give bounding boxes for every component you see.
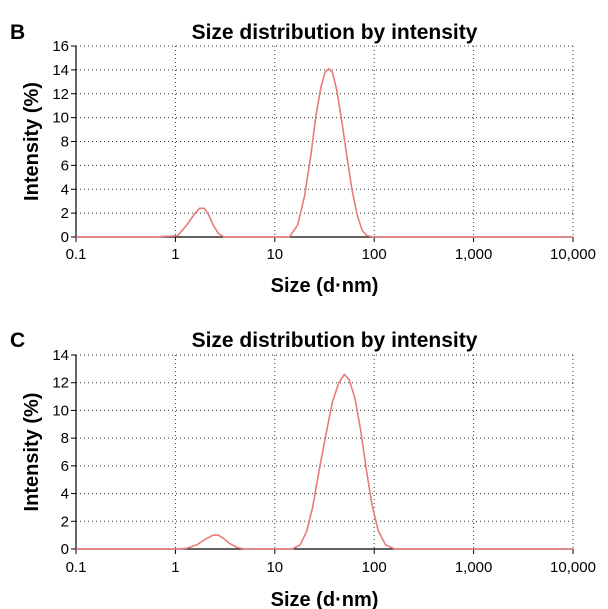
y-tick-label: 12 (52, 86, 69, 103)
y-tick-label: 14 (52, 347, 69, 364)
x-tick-label: 10 (266, 559, 283, 576)
x-tick-label: 10 (266, 246, 283, 263)
x-tick-label: 10,000 (550, 559, 596, 576)
series-line-0 (76, 373, 573, 550)
x-tick-label: 10,000 (550, 246, 596, 263)
y-tick-label: 6 (61, 458, 69, 475)
chart-title: Size distribution by intensity (192, 21, 478, 44)
y-tick-label: 16 (52, 38, 69, 55)
x-tick-label: 100 (362, 559, 387, 576)
panel-letter: B (10, 21, 25, 44)
y-tick-label: 6 (61, 157, 69, 174)
series-line-0 (76, 67, 573, 238)
y-tick-label: 12 (52, 375, 69, 392)
y-tick-label: 4 (61, 181, 69, 198)
panel-letter: C (10, 329, 25, 352)
y-axis-label: Intensity (%) (21, 82, 43, 201)
y-tick-label: 10 (52, 402, 69, 419)
chart-title: Size distribution by intensity (192, 329, 478, 352)
y-tick-label: 8 (61, 430, 69, 447)
x-tick-label: 1 (171, 246, 179, 263)
x-tick-label: 0.1 (66, 246, 87, 263)
x-tick-label: 100 (362, 246, 387, 263)
x-axis-label: Size (d·nm) (271, 275, 379, 297)
x-tick-label: 1,000 (455, 559, 493, 576)
y-axis-label: Intensity (%) (21, 393, 43, 512)
y-tick-label: 0 (61, 541, 69, 558)
y-tick-label: 2 (61, 513, 69, 530)
x-tick-label: 1,000 (455, 246, 493, 263)
y-tick-label: 14 (52, 62, 69, 79)
x-axis-label: Size (d·nm) (271, 589, 379, 609)
x-tick-label: 0.1 (66, 559, 87, 576)
y-tick-label: 8 (61, 134, 69, 151)
y-tick-label: 0 (61, 229, 69, 246)
chart-panel-c: C Size distribution by intensity 0 2 4 6 8 10 12… (10, 329, 596, 609)
y-tick-label: 2 (61, 205, 69, 222)
y-tick-label: 10 (52, 110, 69, 127)
x-tick-label: 1 (171, 559, 179, 576)
chart-panel-b: B Size distribution by intensity 0 2 4 6 8 10 12… (10, 21, 596, 297)
y-tick-label: 4 (61, 486, 69, 503)
